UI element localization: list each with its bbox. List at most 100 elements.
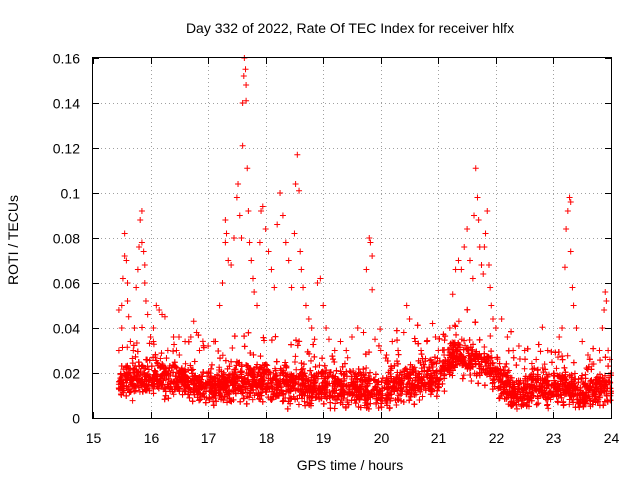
data-point	[495, 378, 502, 385]
data-point	[440, 331, 447, 338]
data-point	[548, 359, 555, 366]
data-point	[553, 365, 560, 372]
data-point	[513, 405, 520, 412]
data-point	[119, 379, 126, 386]
data-point	[154, 359, 161, 366]
data-point	[568, 378, 575, 385]
data-point	[566, 388, 573, 395]
data-point	[249, 396, 256, 403]
data-point	[256, 365, 263, 372]
data-point	[281, 380, 288, 387]
data-point	[182, 360, 189, 367]
data-point	[510, 354, 517, 361]
data-point	[410, 366, 417, 373]
data-point	[531, 365, 538, 372]
data-point	[299, 373, 306, 380]
data-point	[153, 376, 160, 383]
data-point	[229, 370, 236, 377]
data-point	[355, 388, 362, 395]
data-point	[489, 379, 496, 386]
data-point	[534, 366, 541, 373]
data-point	[427, 356, 434, 363]
data-point	[398, 391, 405, 398]
data-point	[327, 399, 334, 406]
data-point	[600, 402, 607, 409]
data-point	[206, 376, 213, 383]
data-series	[115, 55, 614, 412]
data-point	[135, 384, 142, 391]
data-point	[416, 371, 423, 378]
data-point	[165, 395, 172, 402]
data-point	[165, 375, 172, 382]
data-point	[572, 391, 579, 398]
data-point	[449, 372, 456, 379]
data-point	[384, 402, 391, 409]
data-point	[543, 396, 550, 403]
data-point	[516, 356, 523, 363]
data-point	[320, 375, 327, 382]
data-point	[495, 371, 502, 378]
data-point	[308, 371, 315, 378]
data-point	[262, 361, 269, 368]
data-point	[130, 367, 137, 374]
data-point	[131, 382, 138, 389]
data-point	[220, 382, 227, 389]
data-point	[575, 400, 582, 407]
data-point	[232, 369, 239, 376]
data-point	[419, 393, 426, 400]
data-point	[542, 377, 549, 384]
data-point	[561, 364, 568, 371]
data-point	[304, 399, 311, 406]
data-point	[403, 373, 410, 380]
data-point	[245, 329, 252, 336]
data-point	[602, 354, 609, 361]
data-point	[408, 384, 415, 391]
data-point	[414, 374, 421, 381]
data-point	[478, 370, 485, 377]
data-point	[388, 363, 395, 370]
data-point	[146, 357, 153, 364]
data-point	[170, 369, 177, 376]
data-point	[522, 356, 529, 363]
data-point	[460, 346, 467, 353]
data-point	[528, 360, 535, 367]
data-point	[372, 371, 379, 378]
data-point	[341, 360, 348, 367]
data-point	[382, 379, 389, 386]
data-point	[228, 358, 235, 365]
data-point	[481, 382, 488, 389]
data-point	[293, 366, 300, 373]
data-point	[364, 382, 371, 389]
data-point	[497, 366, 504, 373]
data-point	[465, 350, 472, 357]
data-point	[597, 357, 604, 364]
data-point	[337, 399, 344, 406]
data-point	[208, 361, 215, 368]
data-point	[470, 341, 477, 348]
data-point	[570, 399, 577, 406]
data-point	[560, 401, 567, 408]
data-point	[185, 375, 192, 382]
data-point	[521, 365, 528, 372]
data-point	[215, 389, 222, 396]
data-point	[205, 369, 212, 376]
data-point	[573, 396, 580, 403]
data-point	[139, 388, 146, 395]
data-point	[272, 393, 279, 400]
data-point	[354, 376, 361, 383]
data-point	[123, 392, 130, 399]
data-point	[472, 319, 479, 326]
data-point	[307, 357, 314, 364]
data-point	[534, 375, 541, 382]
data-point	[339, 363, 346, 370]
data-point	[203, 380, 210, 387]
data-point	[300, 365, 307, 372]
data-point	[395, 351, 402, 358]
data-point	[318, 370, 325, 377]
data-point	[464, 306, 471, 313]
data-point	[292, 353, 299, 360]
data-point	[196, 397, 203, 404]
data-point	[360, 366, 367, 373]
data-point	[224, 365, 231, 372]
data-point	[185, 367, 192, 374]
